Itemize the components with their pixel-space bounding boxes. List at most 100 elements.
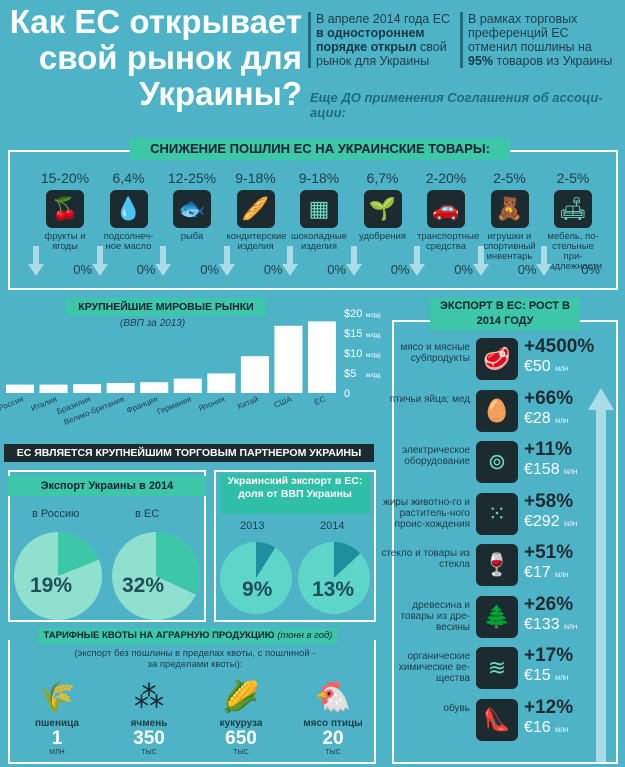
y-unit-label: млрд bbox=[366, 333, 381, 339]
growth-amount-unit: МЛН bbox=[555, 367, 569, 373]
trees-icon: 🌲 bbox=[476, 595, 518, 638]
tariff-before: 2-5% bbox=[493, 170, 526, 186]
growth-amount-value: €15 bbox=[524, 667, 551, 684]
bread-icon: 🥖 bbox=[236, 190, 275, 228]
down-arrow-icon bbox=[345, 246, 362, 276]
growth-item: древесина и товары из дре-весины 🌲 +26% €13… bbox=[368, 594, 588, 640]
tariff-label: шоколадные изделия bbox=[291, 231, 347, 252]
growth-arrow-icon bbox=[588, 388, 614, 762]
x-tick-label: Россия bbox=[0, 395, 25, 413]
quota-value: 650 bbox=[225, 728, 257, 749]
growth-label: электрическое оборудование bbox=[402, 445, 470, 467]
tariff-item: 2-5% 🧸 игрушки и спортивный инвентарь 0% bbox=[481, 170, 539, 277]
tariff-after: 0% bbox=[136, 262, 156, 277]
growth-pct: +51% bbox=[524, 542, 574, 563]
growth-pct: +4500% bbox=[524, 336, 595, 357]
growth-list: мясо и мясные субпродукты 🥩 +4500% €50 МЛН п… bbox=[381, 336, 618, 762]
down-arrow-icon bbox=[155, 246, 171, 276]
growth-label: мясо и мясные субпродукты bbox=[400, 342, 470, 364]
cherry-icon: 🍒 bbox=[46, 190, 84, 228]
year-2014: 2014 bbox=[320, 520, 345, 532]
intro-2-bold: 95% bbox=[468, 54, 494, 68]
quota-value: 1 bbox=[51, 728, 63, 749]
growth-amount: €15 МЛН bbox=[524, 667, 568, 685]
tariff-label: рыба bbox=[180, 231, 204, 242]
growth-amount-value: €292 bbox=[524, 512, 560, 530]
eu-pct: 32% bbox=[122, 574, 165, 597]
growth-label: органические химические ве-щества bbox=[398, 651, 470, 684]
down-arrow-icon bbox=[409, 246, 425, 276]
tariff-before: 15-20% bbox=[40, 170, 90, 186]
tariff-item: 6,7% 🌱 удобрения 0% bbox=[354, 170, 412, 277]
quota-banner: ТАРИФНЫЕ КВОТЫ НА АГРАРНУЮ ПРОДУКЦИЮ (то… bbox=[38, 628, 338, 644]
export-2014-pies bbox=[14, 532, 200, 620]
washing-machine-icon: ⊚ bbox=[476, 441, 518, 483]
title-line-3: Украины? bbox=[139, 75, 302, 112]
x-tick-label: ЕС bbox=[313, 394, 327, 407]
quota-list: 🌾 пшеница 1 МЛН ⁂ ячмень 350 ТЫС 🌽 кукуруза 650 ТЫС… bbox=[12, 680, 372, 765]
tariff-after: 0% bbox=[327, 262, 346, 277]
tariff-label: подсолнеч-ное масло bbox=[103, 231, 154, 252]
down-arrow-icon bbox=[536, 246, 552, 276]
tariff-item: 9-18% 🥖 кондитерские изделия 0% bbox=[227, 170, 287, 277]
growth-item: электрическое оборудование ⊚ +11% €158 МЛН bbox=[368, 439, 588, 485]
growth-amount-value: €50 bbox=[524, 358, 551, 375]
growth-label: стекло и товары из стекла bbox=[381, 548, 470, 570]
growth-amount-value: €17 bbox=[524, 564, 551, 581]
sofa-icon: 🛋 bbox=[554, 190, 592, 228]
growth-amount: €292 МЛН bbox=[524, 513, 577, 531]
pie-eu-slice bbox=[156, 532, 200, 595]
growth-amount-unit: МЛН bbox=[564, 624, 578, 631]
growth-item: обувь 👠 +12% €16 МЛН bbox=[368, 697, 588, 743]
pie-2014-slice bbox=[334, 542, 361, 578]
barley-icon: ⁂ bbox=[134, 681, 164, 714]
export-2014-box bbox=[8, 470, 206, 622]
tariff-before: 6,4% bbox=[112, 170, 145, 186]
intro-1-post: свой рынок для Украины bbox=[316, 40, 447, 68]
teddy-bear-icon: 🧸 bbox=[490, 190, 529, 228]
tariff-label: транспортные средства bbox=[417, 231, 480, 252]
quota-name: ячмень bbox=[130, 718, 168, 729]
quota-note: (экспорт без пошлины в пределах квоты, с… bbox=[74, 648, 316, 670]
egg-icon: 🥚 bbox=[476, 389, 518, 432]
tariff-after: 0% bbox=[454, 262, 473, 277]
growth-amount: €17 МЛН bbox=[524, 564, 568, 582]
x-tick-label: Япония bbox=[197, 395, 226, 414]
dots-icon: ⁙ bbox=[476, 492, 518, 535]
growth-pct: +66% bbox=[524, 387, 574, 409]
tariff-item: 9-18% ▦ шоколадные изделия 0% bbox=[290, 170, 348, 277]
growth-label: жиры животно-го и раститель-ного проис-х… bbox=[383, 496, 470, 530]
title-line-2: свой рынок для bbox=[38, 39, 302, 76]
tariff-item: 6,4% 💧 подсолнеч-ное масло 0% bbox=[100, 170, 158, 277]
growth-item: птичьи яйца; мед 🥚 +66% €28 МЛН bbox=[368, 388, 588, 434]
quota-banner-title: ТАРИФНЫЕ КВОТЫ НА АГРАРНУЮ ПРОДУКЦИЮ bbox=[43, 630, 275, 641]
tariff-after: 0% bbox=[517, 262, 537, 277]
gdp-2014-pct: 13% bbox=[312, 578, 355, 601]
growth-amount: €16 МЛН bbox=[524, 719, 568, 737]
tariff-label: фрукты и ягоды bbox=[44, 231, 86, 252]
subtitle: Еще ДО применения Соглашения об ассоци-а… bbox=[310, 90, 603, 120]
bar-5 bbox=[173, 378, 202, 393]
quota-unit: МЛН bbox=[49, 749, 65, 756]
car-icon: 🚗 bbox=[427, 190, 465, 228]
tariff-banner: СНИЖЕНИЕ ПОШЛИН ЕС НА УКРАИНСКИЕ ТОВАРЫ: bbox=[130, 138, 510, 160]
growth-amount: €158 МЛН bbox=[524, 461, 577, 479]
y-unit-label: млрд bbox=[366, 313, 381, 319]
quota-unit: ТЫС bbox=[325, 749, 341, 756]
markets-note: (ВВП за 2013) bbox=[120, 318, 186, 329]
growth-label: обувь bbox=[443, 702, 470, 714]
growth-amount: €50 МЛН bbox=[524, 358, 568, 376]
chicken-icon: 🐔 bbox=[314, 681, 352, 714]
growth-item: жиры животно-го и раститель-ного проис-х… bbox=[368, 491, 588, 537]
growth-banner: ЭКСПОРТ В ЕС: РОСТ В 2014 ГОДУ bbox=[430, 298, 580, 330]
growth-pct: +12% bbox=[524, 696, 574, 718]
intro-1-pre: В апреле 2014 года ЕС bbox=[316, 12, 451, 26]
down-arrow-icon bbox=[28, 246, 44, 276]
wine-glass-icon: 🍷 bbox=[476, 544, 518, 586]
tariff-label: мебель, по-стельные при-надлежности bbox=[544, 231, 603, 272]
growth-amount-unit: МЛН bbox=[555, 676, 569, 682]
down-arrow-icon bbox=[472, 246, 489, 276]
x-tick-label: Италия bbox=[30, 395, 59, 414]
tariff-before: 9-18% bbox=[235, 170, 276, 186]
